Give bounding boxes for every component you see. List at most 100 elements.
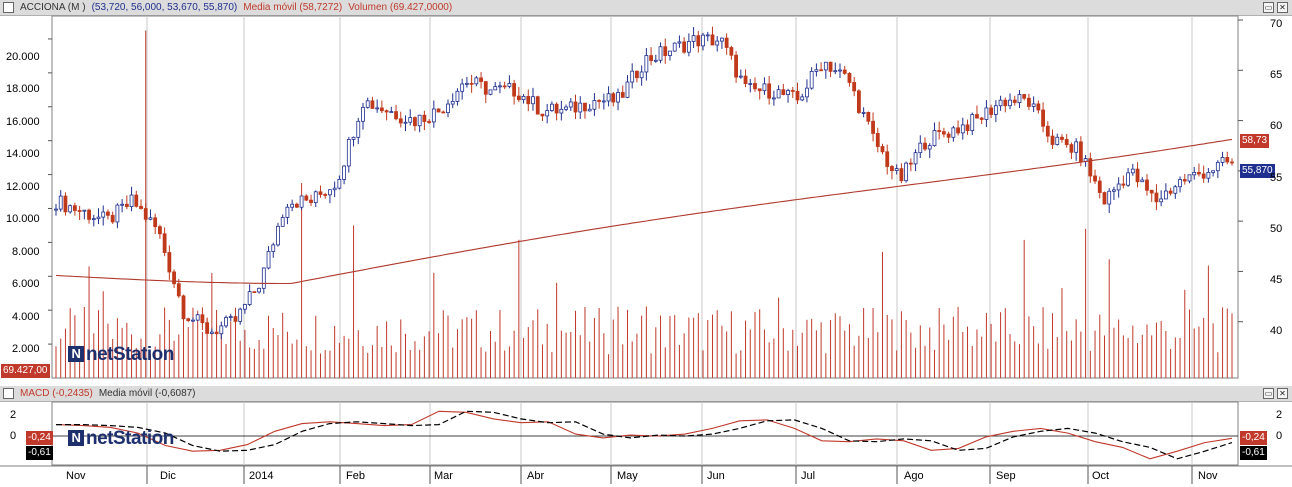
candle-body <box>847 72 852 83</box>
candle-body <box>559 108 564 114</box>
candle-body <box>243 304 247 310</box>
candle-body <box>413 117 417 127</box>
candle-body <box>266 251 271 269</box>
candle-body <box>1178 179 1182 188</box>
candle-body <box>710 34 715 46</box>
candle-body <box>923 142 927 150</box>
candle-body <box>852 82 857 92</box>
candle-body <box>937 130 942 133</box>
month-label: Feb <box>346 470 365 482</box>
candle-body <box>139 205 143 209</box>
candle-body <box>77 210 82 212</box>
candle-body <box>228 316 233 319</box>
month-label: Jul <box>801 470 816 482</box>
candle-body <box>361 106 365 122</box>
candle-body <box>814 69 819 72</box>
candle-body <box>828 61 833 72</box>
candle-body <box>214 331 219 335</box>
candle-body <box>682 41 687 53</box>
candle-body <box>1140 179 1145 183</box>
candle-body <box>153 217 158 228</box>
candle-body <box>252 291 257 294</box>
candle-body <box>72 205 77 211</box>
candle-body <box>757 88 762 92</box>
macd-line <box>55 410 1233 460</box>
candle-body <box>464 82 469 85</box>
candle-body <box>526 95 531 105</box>
candle-body <box>805 87 809 98</box>
month-label: Nov <box>66 470 86 482</box>
month-label: 2014 <box>249 470 274 482</box>
candle-body <box>672 42 677 52</box>
candle-body <box>904 162 909 182</box>
candle-body <box>1045 125 1050 137</box>
candle-body <box>861 111 866 114</box>
candle-body <box>1130 168 1135 174</box>
candle-body <box>1008 99 1012 107</box>
candle-body <box>516 95 521 101</box>
candle-body <box>63 195 68 213</box>
macd-window-buttons: ▭ ✕ <box>1263 388 1288 399</box>
candle-body <box>120 203 125 206</box>
candle-body <box>984 107 989 120</box>
candle-body <box>441 111 446 114</box>
candle-body <box>1078 141 1083 162</box>
candle-body <box>54 208 58 211</box>
candle-body <box>195 314 200 321</box>
minimize-icon[interactable]: ▭ <box>1263 388 1274 399</box>
price-plot-frame <box>51 15 1239 379</box>
candle-body <box>233 316 238 322</box>
candle-body <box>686 41 691 53</box>
candle-body <box>68 205 73 213</box>
candle-body <box>1121 183 1126 186</box>
candle-body <box>323 194 328 196</box>
right-axis-tick: 45 <box>1270 274 1283 286</box>
candle-body <box>1145 179 1149 191</box>
candle-body <box>1197 171 1201 175</box>
left-axis-tick: 6.000 <box>12 278 40 290</box>
candle-body <box>568 101 573 108</box>
candle-body <box>606 93 611 102</box>
candle-body <box>715 40 720 46</box>
candle-body <box>285 206 290 218</box>
month-label: Abr <box>527 470 545 482</box>
candle-body <box>1107 190 1112 205</box>
candle-body <box>110 214 115 223</box>
network-logo-icon: N <box>68 346 84 362</box>
panel-menu-icon[interactable] <box>3 1 14 13</box>
candle-body <box>134 194 139 207</box>
close-icon[interactable]: ✕ <box>1277 2 1288 13</box>
minimize-icon[interactable]: ▭ <box>1263 2 1274 13</box>
candle-body <box>960 124 965 134</box>
candle-body <box>502 85 507 88</box>
candle-body <box>143 208 148 220</box>
close-icon[interactable]: ✕ <box>1277 388 1288 399</box>
candle-body <box>554 103 559 114</box>
candle-body <box>767 83 772 99</box>
candle-body <box>1163 190 1168 200</box>
panel-menu-icon[interactable] <box>3 387 14 399</box>
candle-body <box>885 151 890 167</box>
candle-body <box>162 233 167 253</box>
logo-text: netStation <box>86 344 174 365</box>
candle-body <box>158 226 162 235</box>
candle-body <box>1093 175 1097 182</box>
candle-body <box>290 203 295 208</box>
right-axis-tick: 65 <box>1270 69 1283 81</box>
candle-body <box>616 92 620 103</box>
candle-body <box>276 225 280 246</box>
candle-body <box>691 35 696 42</box>
candle-body <box>564 106 568 110</box>
candle-body <box>1220 157 1225 163</box>
candle-body <box>313 191 318 203</box>
candle-body <box>620 92 625 98</box>
candle-body <box>455 90 460 102</box>
candle-body <box>205 322 210 334</box>
candle-body <box>663 46 668 56</box>
candle-body <box>479 77 483 82</box>
candle-body <box>450 101 455 105</box>
candle-body <box>1112 189 1116 192</box>
